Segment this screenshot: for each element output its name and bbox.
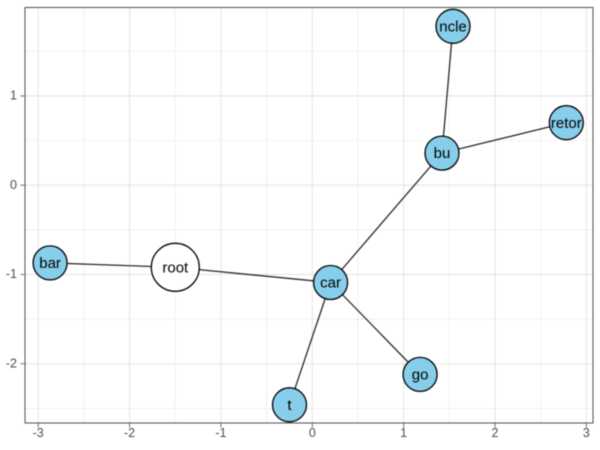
svg-text:go: go <box>412 367 429 384</box>
svg-text:0: 0 <box>309 426 316 440</box>
svg-text:-1: -1 <box>6 267 17 281</box>
svg-text:-1: -1 <box>215 426 226 440</box>
svg-text:bu: bu <box>434 145 451 162</box>
svg-text:bar: bar <box>39 255 61 272</box>
svg-text:3: 3 <box>583 426 590 440</box>
svg-text:-3: -3 <box>33 426 44 440</box>
svg-text:-2: -2 <box>124 426 135 440</box>
svg-text:1: 1 <box>10 89 17 103</box>
svg-text:ncle: ncle <box>439 18 467 35</box>
svg-text:2: 2 <box>492 426 499 440</box>
svg-text:1: 1 <box>400 426 407 440</box>
svg-text:root: root <box>162 259 189 276</box>
svg-text:retor: retor <box>551 115 582 132</box>
svg-text:car: car <box>320 275 341 292</box>
svg-text:0: 0 <box>10 178 17 192</box>
svg-text:-2: -2 <box>6 357 17 371</box>
